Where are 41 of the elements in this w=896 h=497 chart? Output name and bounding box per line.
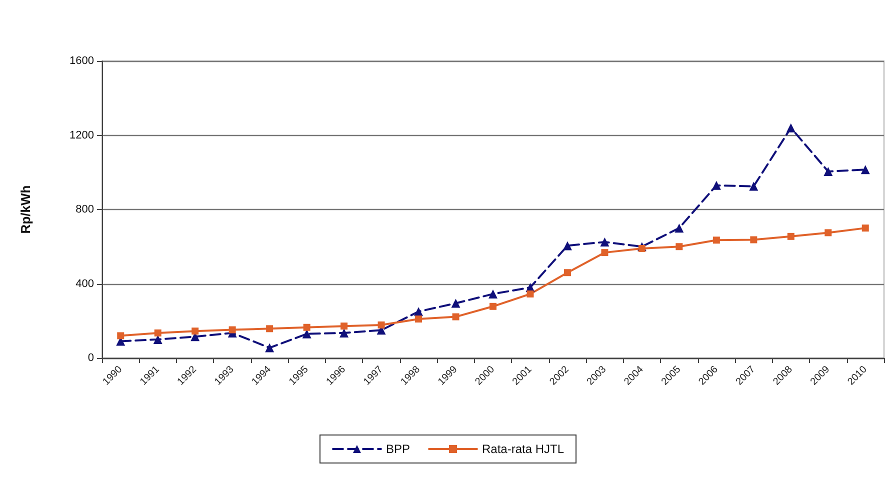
point bbox=[378, 321, 385, 328]
point bbox=[786, 123, 796, 132]
point bbox=[488, 289, 498, 298]
point bbox=[750, 236, 758, 244]
point bbox=[824, 166, 833, 176]
y-tick-label: 0 bbox=[88, 352, 94, 364]
y-tick-label: 1600 bbox=[70, 55, 94, 67]
point bbox=[638, 244, 646, 252]
point bbox=[490, 302, 496, 310]
point bbox=[266, 325, 274, 332]
y-axis-title: Rp/kWh bbox=[18, 185, 33, 234]
point bbox=[415, 316, 422, 323]
point bbox=[117, 332, 124, 340]
point bbox=[601, 249, 608, 256]
point bbox=[340, 322, 348, 330]
y-tick-label: 400 bbox=[76, 278, 94, 290]
point bbox=[787, 232, 794, 240]
legend-label: BPP bbox=[386, 442, 410, 456]
point bbox=[562, 241, 572, 250]
y-tick-label: 800 bbox=[76, 204, 94, 216]
point bbox=[265, 343, 274, 352]
point bbox=[862, 224, 869, 232]
point bbox=[712, 180, 721, 190]
point bbox=[154, 329, 162, 336]
legend-label: Rata-rata HJTL bbox=[482, 442, 564, 456]
point bbox=[860, 165, 870, 174]
point bbox=[600, 237, 610, 246]
point bbox=[451, 298, 460, 308]
point bbox=[192, 328, 199, 335]
point bbox=[676, 243, 683, 250]
point bbox=[564, 269, 571, 276]
point bbox=[712, 236, 720, 244]
point bbox=[452, 313, 460, 320]
point bbox=[674, 224, 684, 233]
point bbox=[749, 182, 758, 191]
point bbox=[824, 229, 832, 236]
y-tick-label: 1200 bbox=[70, 129, 94, 142]
point bbox=[303, 324, 310, 331]
point bbox=[414, 307, 424, 316]
point bbox=[228, 326, 236, 334]
point bbox=[526, 290, 534, 298]
